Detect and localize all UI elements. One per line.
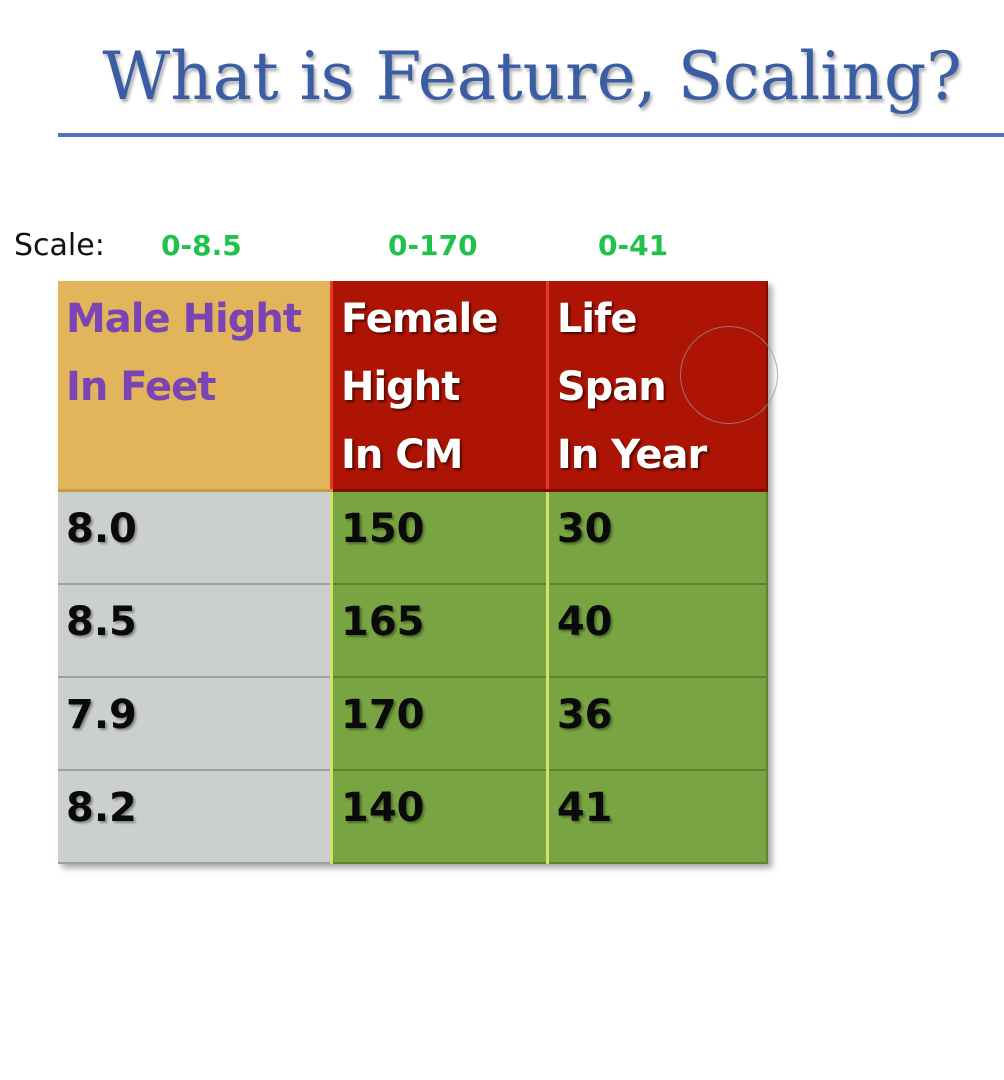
slide-title: What is Feature, Scaling? bbox=[102, 38, 962, 115]
scale-range-life-span: 0-41 bbox=[598, 229, 669, 262]
cell-life-span: 40 bbox=[545, 582, 768, 678]
cell-life-span: 30 bbox=[545, 489, 768, 585]
cell-life-span: 41 bbox=[545, 768, 768, 864]
table-row: 7.9 170 36 bbox=[58, 675, 768, 771]
header-line: In Year bbox=[556, 432, 707, 478]
header-line: Hight bbox=[340, 364, 460, 410]
scale-range-female-height: 0-170 bbox=[388, 229, 478, 262]
cell-male-height: 8.0 bbox=[58, 489, 333, 585]
table-row: 8.2 140 41 bbox=[58, 768, 768, 864]
cell-male-height: 8.5 bbox=[58, 582, 333, 678]
cell-female-height: 140 bbox=[329, 768, 549, 864]
cell-female-height: 150 bbox=[329, 489, 549, 585]
header-life-span: Life Span In Year bbox=[545, 281, 768, 492]
cell-male-height: 8.2 bbox=[58, 768, 333, 864]
feature-table: Male Hight In Feet Female Hight In CM Li… bbox=[58, 281, 768, 864]
header-line: Female bbox=[340, 296, 498, 342]
header-male-height: Male Hight In Feet bbox=[58, 281, 333, 492]
header-female-height: Female Hight In CM bbox=[329, 281, 549, 492]
scale-range-male-height: 0-8.5 bbox=[161, 229, 242, 262]
cell-life-span: 36 bbox=[545, 675, 768, 771]
header-line: Life Span bbox=[556, 296, 667, 410]
table-header-row: Male Hight In Feet Female Hight In CM Li… bbox=[58, 281, 768, 492]
header-line: Male Hight bbox=[66, 296, 302, 342]
table-row: 8.5 165 40 bbox=[58, 582, 768, 678]
header-line: In Feet bbox=[66, 364, 216, 410]
cell-male-height: 7.9 bbox=[58, 675, 333, 771]
cell-female-height: 170 bbox=[329, 675, 549, 771]
table-row: 8.0 150 30 bbox=[58, 489, 768, 585]
title-underline bbox=[58, 133, 1004, 137]
cell-female-height: 165 bbox=[329, 582, 549, 678]
header-line: In CM bbox=[340, 432, 463, 478]
scale-label: Scale: bbox=[14, 228, 105, 263]
